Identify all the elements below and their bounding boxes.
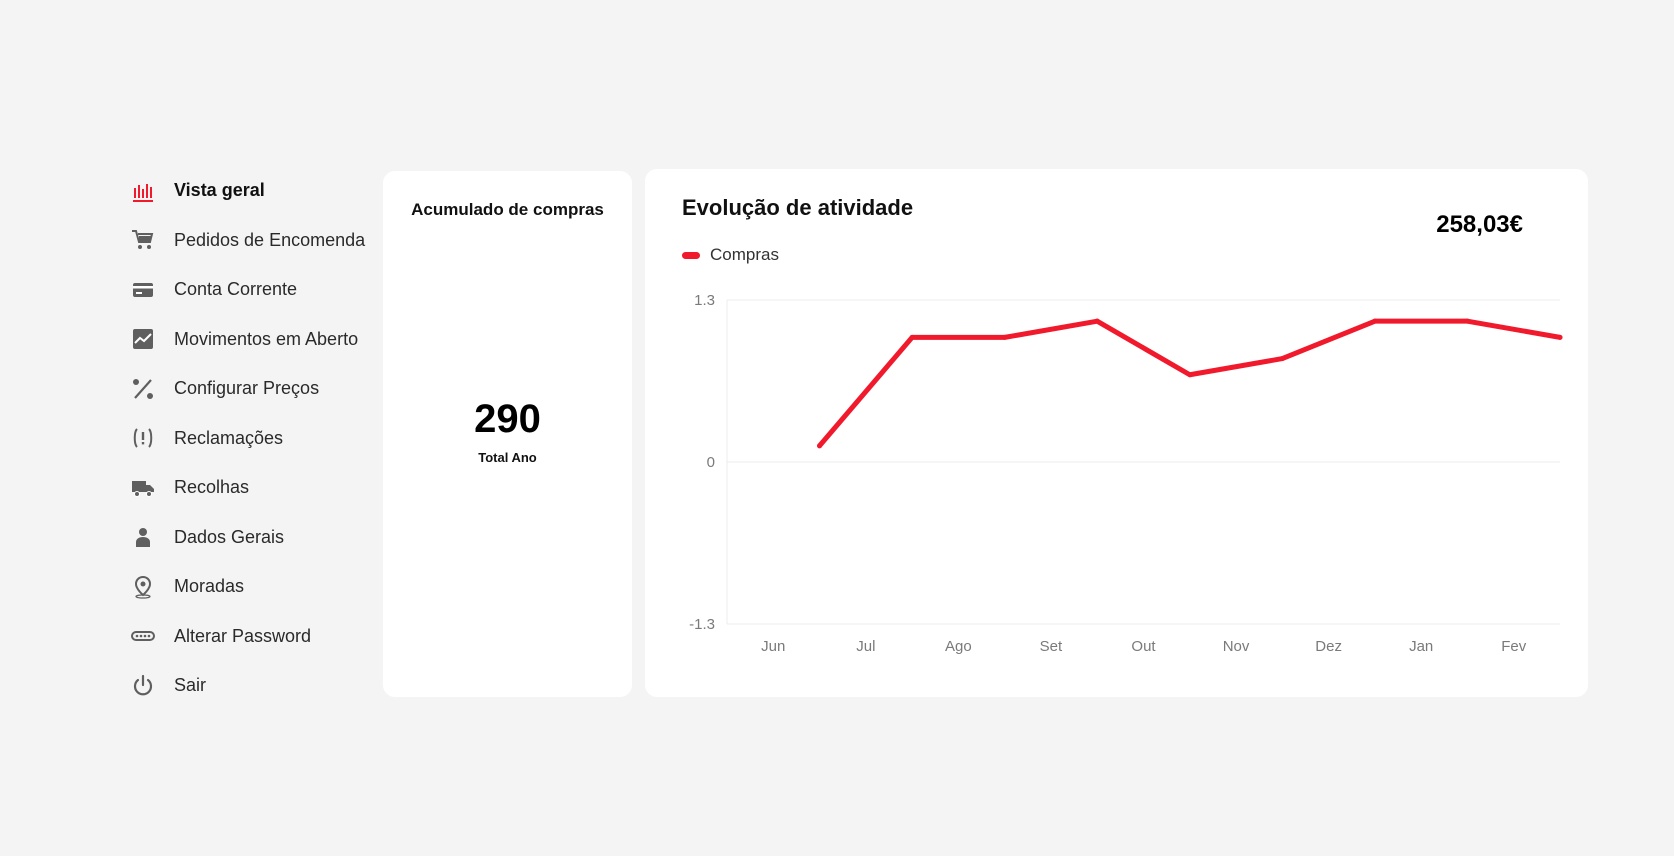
activity-line-chart: 1.3 0 -1.3 Jun Jul Ago Set Out Nov Dez Jan Fev [689, 292, 1563, 655]
legend-label: Compras [710, 245, 779, 264]
chart-title: Evolução de atividade [682, 195, 914, 220]
sidebar-item-label: Configurar Preços [174, 378, 320, 399]
sidebar-item-pedidos-encomenda[interactable]: Pedidos de Encomenda [126, 216, 376, 266]
data-point[interactable] [1464, 318, 1470, 324]
sidebar-item-label: Sair [174, 675, 207, 696]
card-title: Acumulado de compras [411, 200, 604, 219]
sidebar-item-moradas[interactable]: Moradas [126, 562, 376, 612]
x-tick-label: Out [1131, 638, 1156, 655]
data-point[interactable] [1187, 372, 1193, 378]
x-tick-label: Jan [1409, 638, 1433, 655]
sidebar-item-conta-corrente[interactable]: Conta Corrente [126, 265, 376, 315]
truck-icon [130, 475, 156, 501]
x-tick-label: Jul [856, 638, 875, 655]
sidebar-item-label: Pedidos de Encomenda [174, 229, 366, 250]
sidebar-item-vista-geral[interactable]: Vista geral [126, 166, 376, 216]
x-tick-label: Ago [945, 638, 972, 655]
percent-icon [130, 376, 156, 402]
bar-chart-icon [130, 178, 156, 204]
user-icon [130, 524, 156, 550]
power-icon [130, 673, 156, 699]
sidebar-item-label: Alterar Password [174, 625, 312, 646]
sidebar-item-reclamacoes[interactable]: Reclamações [126, 414, 376, 464]
accumulated-purchases-card: Acumulado de compras 290 Total Ano [383, 171, 632, 697]
y-tick-label: 0 [707, 454, 715, 471]
total-year-caption: Total Ano [478, 450, 537, 465]
sidebar-item-sair[interactable]: Sair [126, 661, 376, 711]
y-tick-label: -1.3 [689, 616, 715, 633]
sidebar-item-movimentos-aberto[interactable]: Movimentos em Aberto [126, 315, 376, 365]
cart-icon [130, 227, 156, 253]
credit-card-icon [130, 277, 156, 303]
activity-chart-card: 1.3 0 -1.3 Jun Jul Ago Set Out Nov Dez Jan Fev Evol… [645, 169, 1588, 697]
chart-legend[interactable]: Compras [682, 245, 779, 265]
sidebar-item-dados-gerais[interactable]: Dados Gerais [126, 513, 376, 563]
x-tick-label: Dez [1315, 638, 1342, 655]
sidebar-item-label: Movimentos em Aberto [174, 328, 359, 349]
x-tick-label: Nov [1223, 638, 1250, 655]
data-point[interactable] [1094, 318, 1100, 324]
data-point[interactable] [1557, 334, 1563, 340]
sidebar-item-configurar-precos[interactable]: Configurar Preços [126, 364, 376, 414]
data-point[interactable] [1279, 356, 1285, 362]
data-point[interactable] [1002, 334, 1008, 340]
sidebar-item-label: Reclamações [174, 427, 284, 448]
x-tick-label: Set [1040, 638, 1063, 655]
sidebar-item-label: Moradas [174, 576, 245, 597]
total-year-value: 290 [474, 397, 541, 441]
data-point[interactable] [817, 443, 823, 449]
sidebar-item-label: Recolhas [174, 477, 250, 498]
sidebar-item-label: Dados Gerais [174, 526, 285, 547]
sidebar-item-alterar-password[interactable]: Alterar Password [126, 612, 376, 662]
location-pin-icon [130, 574, 156, 600]
legend-swatch [682, 251, 700, 259]
sidebar-item-label: Conta Corrente [174, 279, 298, 300]
sidebar-item-recolhas[interactable]: Recolhas [126, 463, 376, 513]
x-tick-label: Fev [1501, 638, 1527, 655]
y-tick-label: 1.3 [694, 292, 715, 309]
x-tick-label: Jun [761, 638, 785, 655]
trend-chart-icon [130, 326, 156, 352]
exclamation-icon [130, 425, 156, 451]
chart-total-value: 258,03€ [1436, 211, 1523, 238]
sidebar-item-label: Vista geral [174, 180, 265, 201]
password-icon [130, 623, 156, 649]
data-point[interactable] [909, 334, 915, 340]
series-line-compras [817, 318, 1563, 449]
data-point[interactable] [1372, 318, 1378, 324]
sidebar-nav: Vista geral Pedidos de Encomenda Conta C… [126, 166, 376, 711]
